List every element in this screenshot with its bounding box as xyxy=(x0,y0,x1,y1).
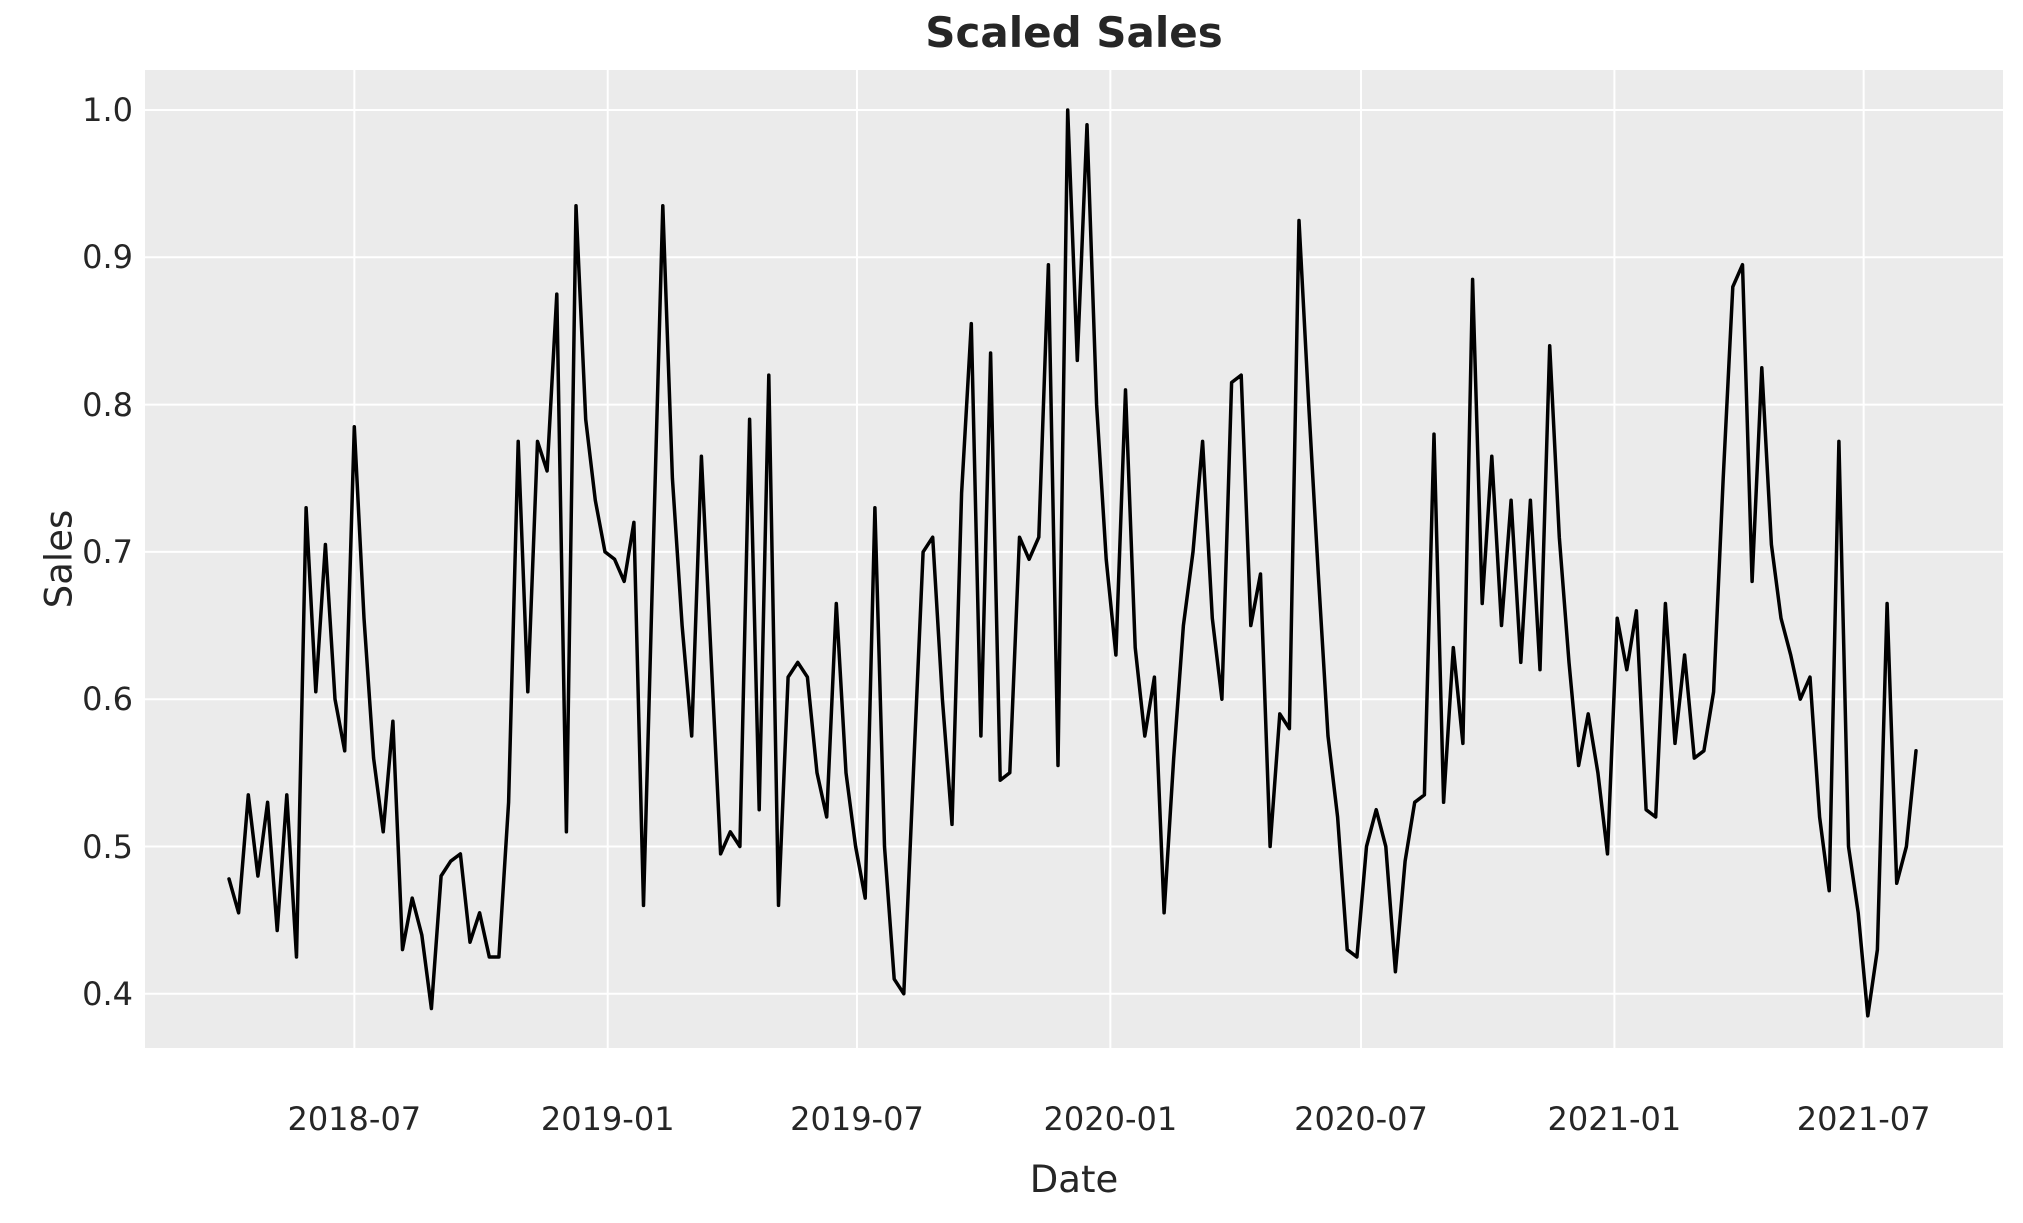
sales-series-line xyxy=(227,108,1918,1018)
plot-area xyxy=(145,70,2003,1048)
y-tick-label: 0.7 xyxy=(82,532,133,571)
x-tick-label: 2020-01 xyxy=(1043,1100,1178,1138)
x-axis-label: Date xyxy=(1029,1158,1119,1201)
x-tick-label: 2018-07 xyxy=(287,1100,422,1138)
y-tick-label: 0.6 xyxy=(82,680,133,719)
x-tick-label: 2021-01 xyxy=(1547,1100,1682,1138)
y-tick-label: 0.9 xyxy=(82,238,133,277)
x-tick-label: 2019-07 xyxy=(790,1100,924,1138)
y-tick-label: 0.4 xyxy=(82,974,133,1013)
y-axis-label: Sales xyxy=(37,509,81,609)
x-tick-label: 2021-07 xyxy=(1796,1100,1931,1138)
x-tick-label: 2019-01 xyxy=(540,1100,675,1138)
y-tick-label: 0.8 xyxy=(82,385,133,424)
chart-title: Scaled Sales xyxy=(925,8,1223,57)
y-tick-label: 1.0 xyxy=(82,91,133,129)
y-tick-label: 0.5 xyxy=(82,827,133,866)
x-tick-label: 2020-07 xyxy=(1294,1100,1428,1138)
